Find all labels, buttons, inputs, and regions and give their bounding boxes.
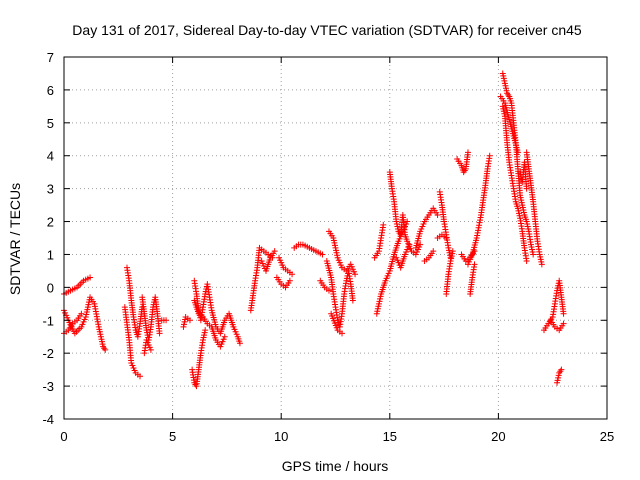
y-tick-label: 6 xyxy=(47,83,54,98)
x-tick-label: 20 xyxy=(491,429,505,444)
data-point xyxy=(163,317,170,324)
data-point xyxy=(404,218,411,225)
data-point xyxy=(471,261,478,268)
x-tick-label: 25 xyxy=(600,429,614,444)
data-point xyxy=(147,346,154,353)
data-points xyxy=(61,70,567,390)
data-point xyxy=(349,297,356,304)
y-tick-label: -2 xyxy=(42,346,54,361)
data-point xyxy=(560,310,567,317)
y-tick-label: 7 xyxy=(47,50,54,65)
data-point xyxy=(339,330,346,337)
data-point xyxy=(102,346,109,353)
data-point xyxy=(530,251,537,258)
data-point xyxy=(430,248,437,255)
y-tick-label: 5 xyxy=(47,116,54,131)
y-axis-label: SDTVAR / TECUs xyxy=(7,183,23,295)
axis-ticks: 0 5 10 15 20 25 -4 -3 -2 -1 0 1 2 3 4 5 6 7 xyxy=(42,50,614,444)
y-tick-label: -4 xyxy=(42,412,54,427)
y-tick-label: 4 xyxy=(47,149,54,164)
chart-title: Day 131 of 2017, Sidereal Day-to-day VTE… xyxy=(72,22,582,38)
data-point xyxy=(523,258,530,265)
data-point xyxy=(514,149,521,156)
data-point xyxy=(352,271,359,278)
data-point xyxy=(325,287,332,294)
x-tick-label: 5 xyxy=(169,429,176,444)
plot-frame xyxy=(63,56,608,420)
x-axis-label: GPS time / hours xyxy=(282,458,389,474)
data-point xyxy=(221,333,228,340)
data-point xyxy=(137,373,144,380)
data-point xyxy=(406,241,413,248)
data-point xyxy=(523,185,530,192)
y-tick-label: 0 xyxy=(47,280,54,295)
data-point xyxy=(156,330,163,337)
y-tick-label: -1 xyxy=(42,313,54,328)
data-point xyxy=(558,366,565,373)
data-point xyxy=(202,327,209,334)
data-point xyxy=(319,251,326,258)
y-tick-label: 1 xyxy=(47,247,54,262)
data-point xyxy=(236,340,243,347)
y-tick-label: 3 xyxy=(47,182,54,197)
data-point xyxy=(538,261,545,268)
x-tick-label: 0 xyxy=(60,429,67,444)
data-point xyxy=(443,235,450,241)
data-point xyxy=(449,248,456,255)
data-point xyxy=(289,271,296,278)
y-tick-label: 2 xyxy=(47,215,54,230)
data-point xyxy=(417,241,424,248)
data-point xyxy=(87,274,94,281)
data-point xyxy=(560,320,567,327)
data-point xyxy=(464,149,471,156)
data-point xyxy=(434,211,441,218)
data-point xyxy=(78,310,85,317)
data-point xyxy=(271,248,278,255)
data-point xyxy=(380,221,387,228)
x-tick-label: 10 xyxy=(274,429,288,444)
y-tick-label: -3 xyxy=(42,379,54,394)
x-tick-label: 15 xyxy=(383,429,397,444)
data-point xyxy=(186,317,193,324)
data-point xyxy=(486,152,493,159)
data-point xyxy=(286,277,293,284)
